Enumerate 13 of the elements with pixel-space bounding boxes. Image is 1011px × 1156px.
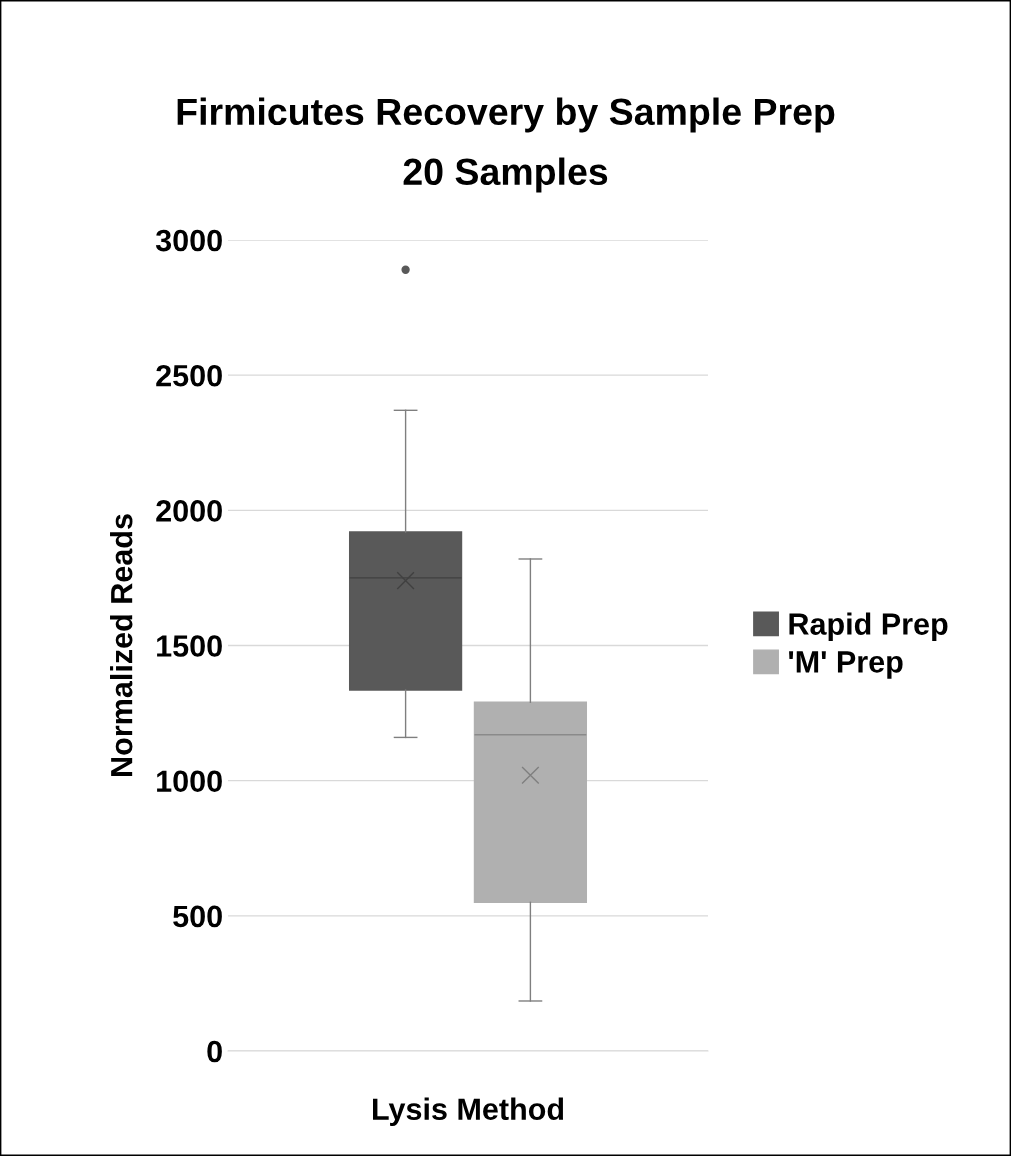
y-tick-label: 500 <box>173 905 222 928</box>
y-tick-label: 2500 <box>156 364 222 387</box>
chart-title: Firmicutes Recovery by Sample Prep <box>177 97 835 133</box>
chart-subtitle: 20 Samples <box>403 157 608 193</box>
y-axis-title: Normalized Reads <box>110 514 133 776</box>
y-tick-label: 3000 <box>155 229 222 252</box>
legend-label: Rapid Prep <box>789 612 948 641</box>
y-tick-label: 0 <box>207 1040 222 1063</box>
y-tick-label: 1500 <box>157 635 222 657</box>
x-axis-title: Lysis Method <box>373 1097 564 1127</box>
legend-label: 'M' Prep <box>789 651 903 679</box>
y-tick-label: 1000 <box>157 770 222 793</box>
y-tick-label: 2000 <box>156 500 222 522</box>
